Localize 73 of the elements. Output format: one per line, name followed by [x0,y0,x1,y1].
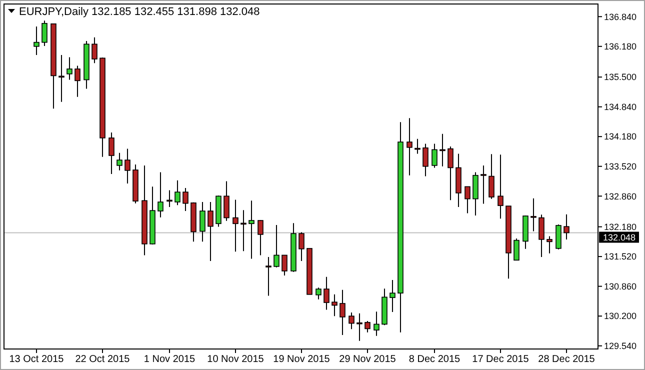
x-tick-label: 1 Nov 2015 [144,354,196,365]
candlestick [258,220,264,256]
candlestick [564,214,570,240]
candlestick [530,198,536,232]
candlestick [116,152,122,171]
y-tick-label: 134.840 [604,102,637,112]
x-tick-label: 19 Nov 2015 [273,354,330,365]
candlestick [74,65,80,98]
candlestick [556,224,562,250]
candlestick [224,180,230,222]
candlestick [324,276,330,310]
candlestick [42,20,48,46]
x-tick-label: 13 Oct 2015 [9,354,64,365]
candlestick [440,133,446,167]
candlestick [58,54,64,102]
x-tick-label: 8 Dec 2015 [408,354,461,365]
y-tick-label: 130.200 [604,311,637,322]
x-tick-label: 17 Dec 2015 [472,354,530,365]
candlestick [240,210,246,252]
candlestick [514,238,520,261]
candlestick [406,118,412,176]
candlestick [208,201,214,262]
y-tick-label: 136.840 [604,12,637,22]
chart-title: EURJPY,Daily 132.185 132.455 131.898 132.048 [19,6,260,18]
candlestick [182,188,188,212]
candlestick [472,172,478,216]
y-tick-label: 132.860 [604,191,637,202]
candlestick [200,201,206,242]
y-tick-label: 132.180 [604,222,637,232]
ref-line-label: 132.048 [603,232,636,242]
candlestick [66,56,72,80]
candlestick [340,289,346,336]
candlestick [108,132,114,175]
y-tick-label: 135.500 [604,72,637,82]
candlestick [464,186,470,214]
candlestick [174,180,180,206]
y-tick-label: 131.520 [604,252,637,262]
candlestick [546,236,552,254]
candlestick [448,146,454,201]
candlestick [374,311,380,336]
candlestick [364,320,370,333]
y-tick-label: 136.180 [604,42,637,52]
candlestick [282,254,288,276]
y-tick-label: 129.540 [604,340,637,351]
candlestick [92,36,98,64]
candlestick [480,164,486,204]
y-tick-label: 130.860 [604,281,637,292]
candlestick [332,294,338,317]
candlestick [166,190,172,208]
x-tick-label: 29 Nov 2015 [339,354,396,365]
y-tick-label: 134.180 [604,132,637,142]
candlestick [488,154,494,200]
candlestick [298,232,304,262]
candlestick [422,143,428,177]
candlestick [158,172,164,218]
candlestick [316,287,322,300]
y-tick-label: 133.520 [604,162,637,172]
candlestick [498,154,504,220]
candlestick [274,224,280,268]
candlestick [266,256,272,296]
x-tick-label: 22 Oct 2015 [75,354,130,365]
candlestick [432,143,438,168]
candlestick [390,280,396,313]
candlestick [232,199,238,252]
candlestick [34,26,40,56]
candlestick [348,312,354,330]
x-tick-label: 10 Nov 2015 [207,354,264,365]
candlestick [124,148,130,184]
candlestick [356,312,362,342]
candlestick [538,214,544,258]
candlestick [414,138,420,154]
candlestick [248,200,254,260]
x-tick-label: 28 Dec 2015 [538,354,596,365]
